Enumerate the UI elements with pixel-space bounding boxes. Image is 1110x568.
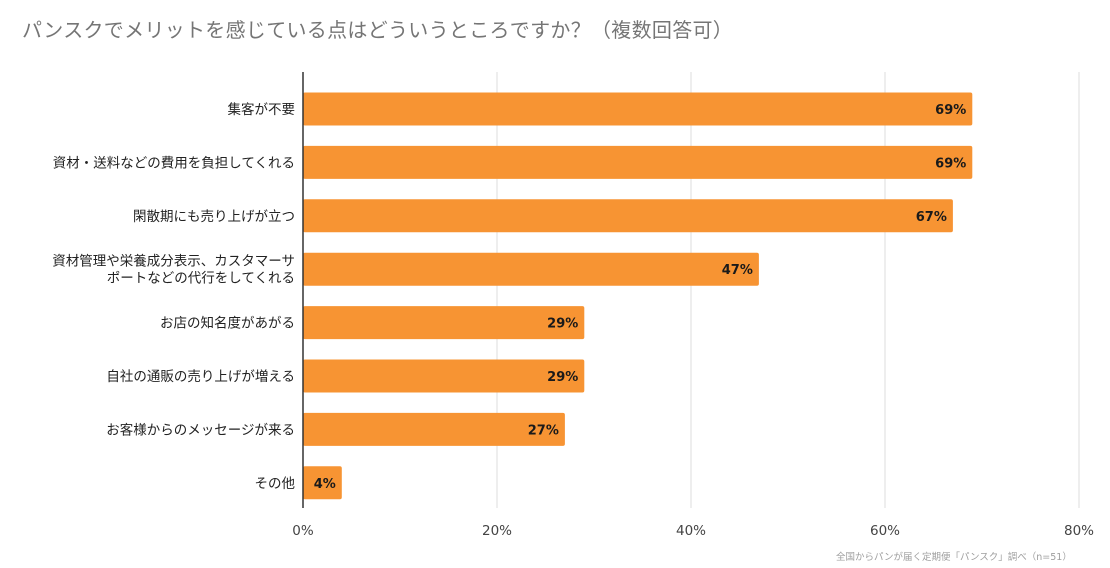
- bar: [303, 306, 585, 340]
- data-label: 4%: [314, 477, 336, 492]
- category-label: 閑散期にも売り上げが立つ: [133, 209, 295, 225]
- chart-title: パンスクでメリットを感じている点はどういうところですか？（複数回答可）: [22, 18, 734, 42]
- category-label: お店の知名度があがる: [160, 315, 295, 332]
- source-note: 全国からパンが届く定期便「パンスク」調べ（n=51）: [836, 552, 1072, 563]
- category-label: 資材・送料などの費用を負担してくれる: [53, 155, 295, 171]
- category-label: 自社の通販の売り上げが増える: [106, 369, 295, 385]
- category-label: お客様からのメッセージが来る: [106, 421, 295, 438]
- category-label: 集客が不要: [228, 101, 296, 118]
- data-label: 67%: [916, 210, 947, 225]
- data-label: 69%: [935, 103, 966, 118]
- x-tick-label: 20%: [482, 523, 512, 539]
- bar: [303, 412, 565, 446]
- data-label: 27%: [528, 423, 559, 438]
- x-tick-label: 40%: [676, 523, 706, 539]
- bar: [303, 145, 973, 179]
- x-tick-label: 80%: [1064, 523, 1094, 539]
- bar: [303, 466, 342, 500]
- bar: [303, 92, 973, 126]
- bar: [303, 252, 759, 286]
- data-label: 69%: [935, 156, 966, 171]
- data-label: 29%: [547, 317, 578, 332]
- data-label: 47%: [722, 263, 753, 278]
- bar: [303, 199, 953, 233]
- data-label: 29%: [547, 370, 578, 385]
- bar: [303, 359, 585, 393]
- category-label: その他: [255, 476, 296, 492]
- category-label: ポートなどの代行をしてくれる: [107, 271, 295, 287]
- x-tick-label: 0%: [292, 523, 314, 539]
- category-label: 資材管理や栄養成分表示、カスタマーサ: [52, 253, 295, 270]
- x-tick-label: 60%: [870, 523, 900, 539]
